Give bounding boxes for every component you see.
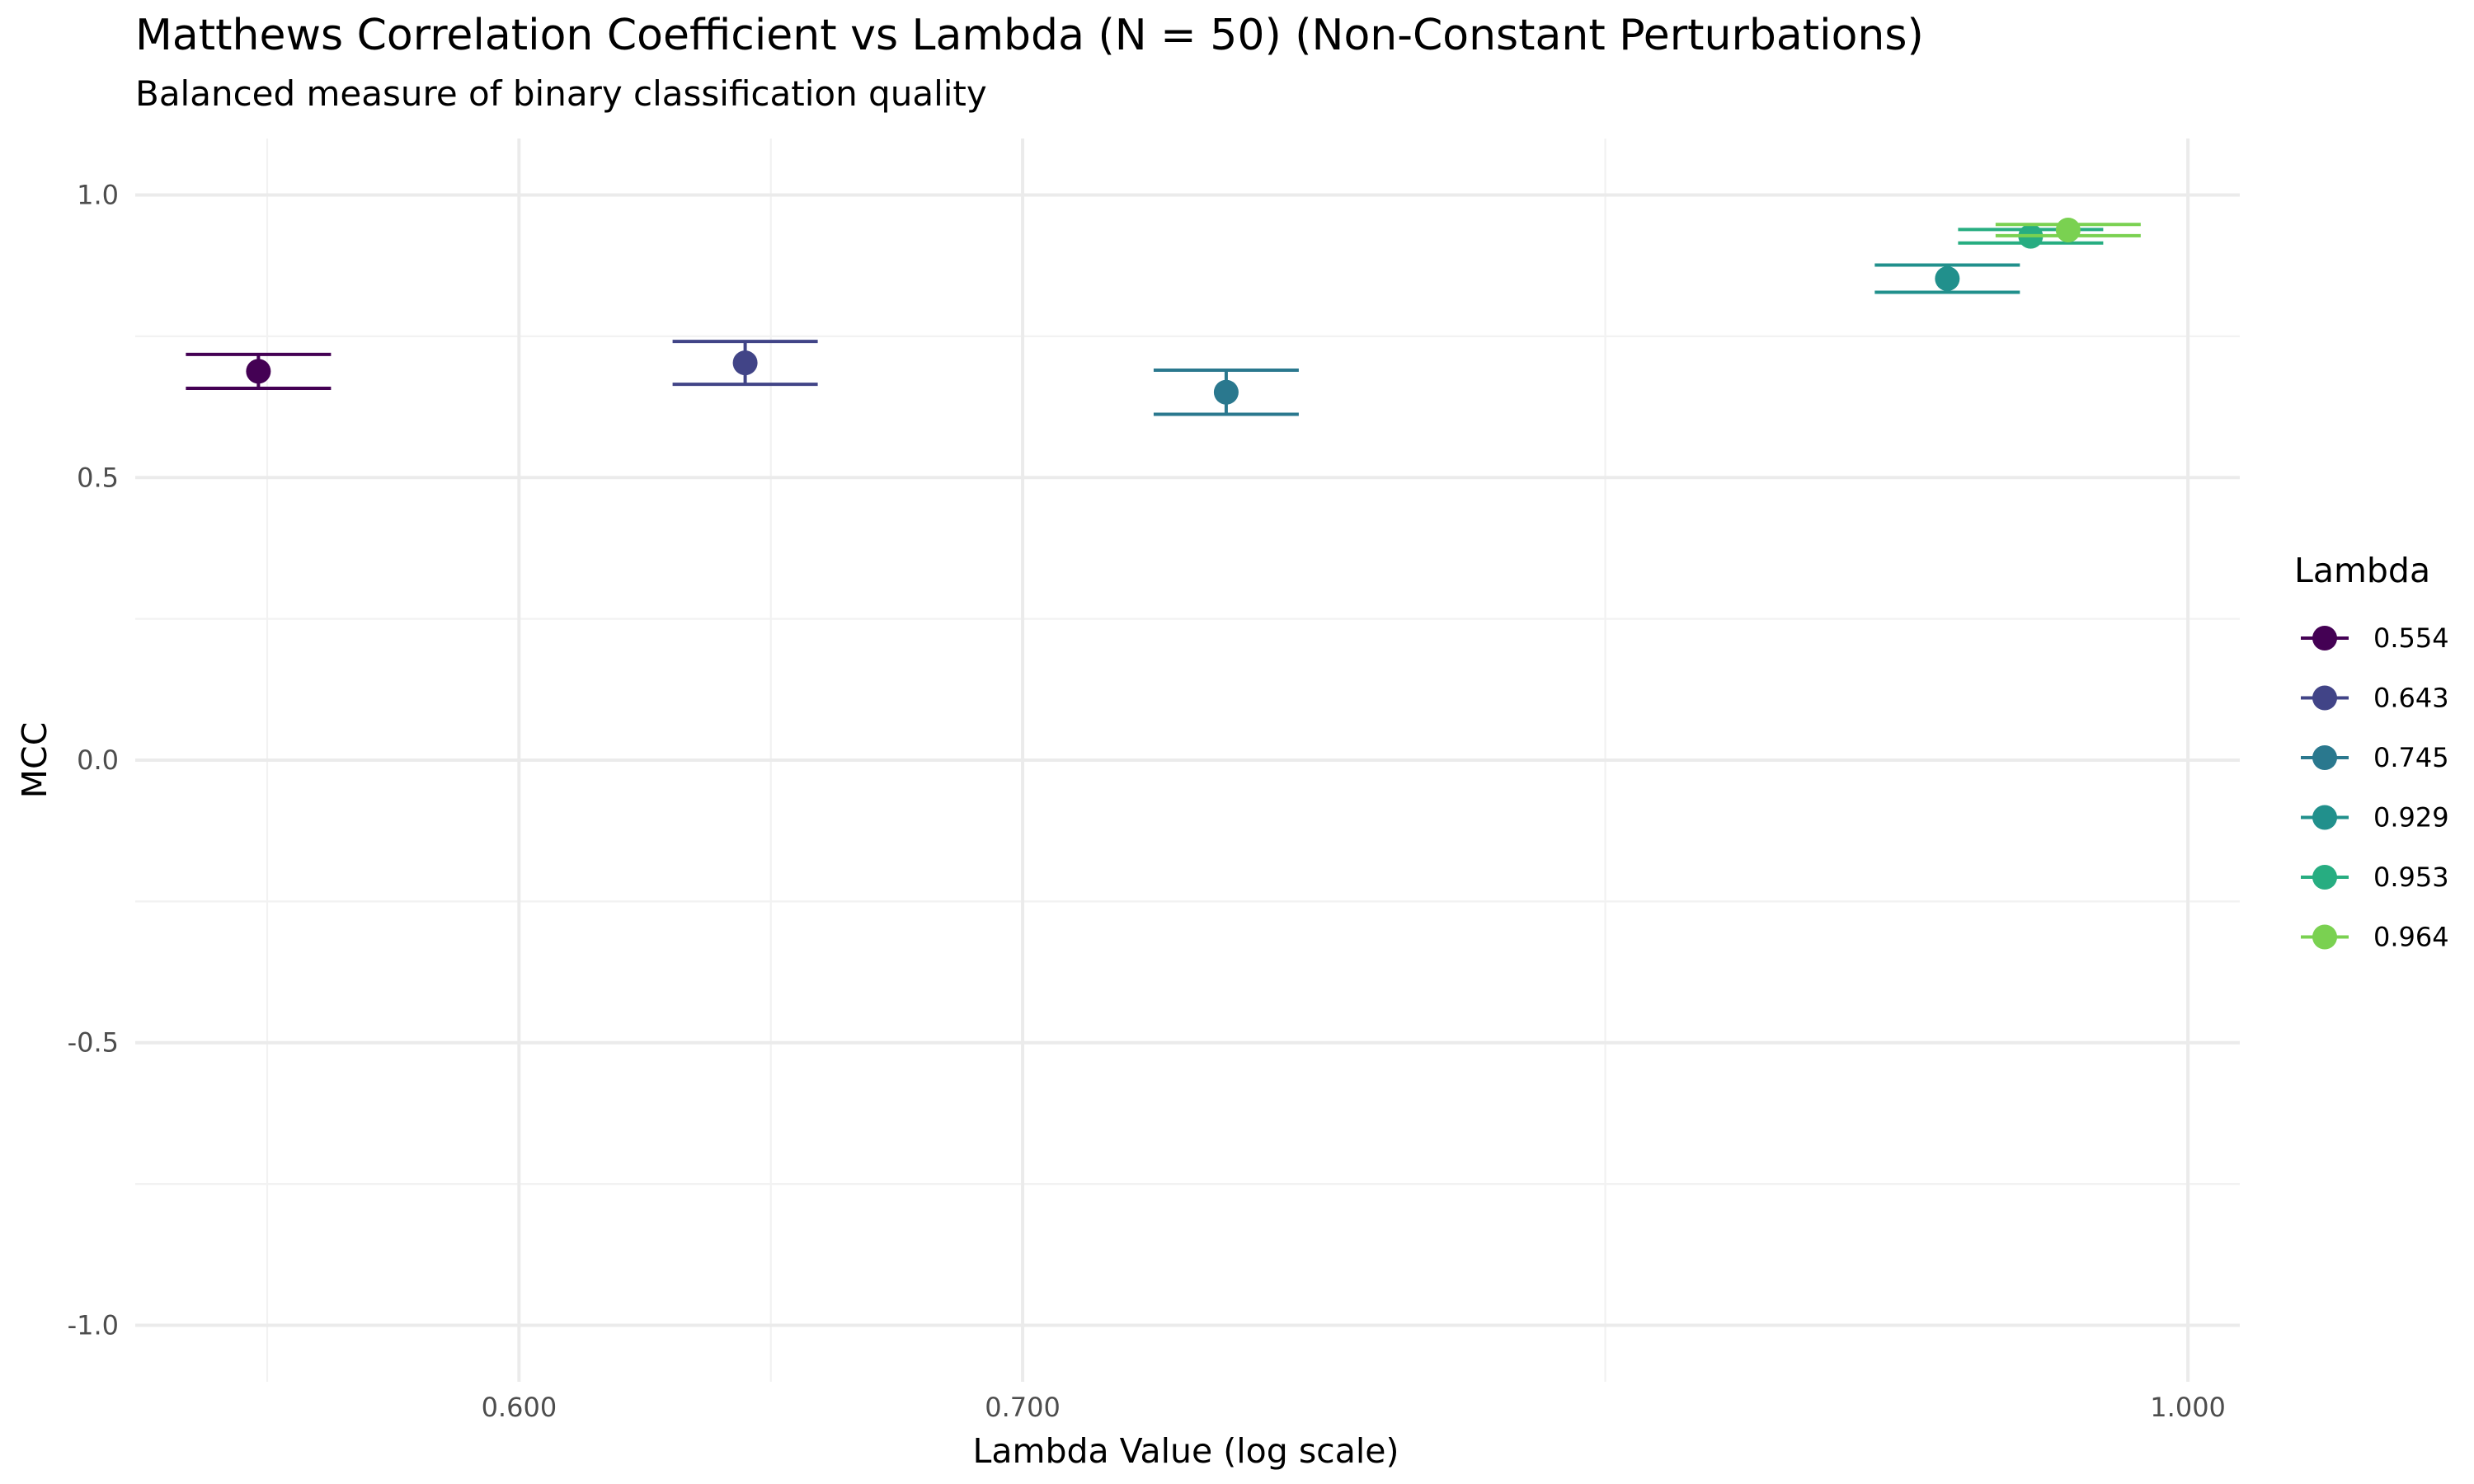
chart-title: Matthews Correlation Coefficient vs Lamb…	[135, 11, 1924, 60]
data-point	[2055, 218, 2081, 243]
legend-label: 0.745	[2373, 742, 2449, 773]
legend-item: 0.554	[2301, 622, 2449, 654]
legend-item: 0.643	[2301, 683, 2449, 714]
y-tick-label: -1.0	[68, 1309, 119, 1341]
series-0-554	[186, 352, 332, 390]
data-point	[246, 359, 271, 384]
legend-label: 0.554	[2373, 622, 2449, 654]
data-point	[1935, 265, 1960, 291]
legend-key-point	[2312, 626, 2337, 650]
legend-item: 0.964	[2301, 922, 2449, 953]
legend: Lambda 0.554 0.643 0.745 0.929 0.953 0.964	[2294, 551, 2449, 953]
series-0-929	[1874, 263, 2020, 294]
chart-subtitle: Balanced measure of binary classificatio…	[135, 73, 987, 114]
y-tick-label: -0.5	[68, 1027, 119, 1059]
legend-item: 0.929	[2301, 802, 2449, 834]
x-tick-label: 0.600	[482, 1392, 557, 1423]
y-tick-label: 0.0	[77, 744, 119, 776]
legend-label: 0.643	[2373, 683, 2449, 714]
legend-key-point	[2312, 924, 2337, 950]
legend-label: 0.964	[2373, 922, 2449, 953]
legend-key-point	[2312, 865, 2337, 890]
data-point	[1213, 379, 1239, 405]
y-tick-label: 1.0	[77, 180, 119, 211]
series-0-643	[672, 340, 818, 387]
legend-key-point	[2312, 745, 2337, 770]
data-point	[732, 350, 758, 376]
series-0-745	[1153, 369, 1299, 416]
legend-label: 0.953	[2373, 862, 2449, 893]
x-tick-label: 1.000	[2150, 1392, 2226, 1423]
axis-ticks: 0.600 0.700 1.000 1.0 0.5 0.0 -0.5 -1.0	[68, 180, 2226, 1423]
legend-items: 0.554 0.643 0.745 0.929 0.953 0.964	[2301, 622, 2449, 953]
legend-item: 0.953	[2301, 862, 2449, 893]
legend-key-point	[2312, 685, 2337, 711]
legend-key-point	[2312, 805, 2337, 830]
legend-title: Lambda	[2294, 551, 2430, 590]
x-axis-title: Lambda Value (log scale)	[973, 1431, 1399, 1471]
data-marks	[186, 218, 2141, 416]
grid-lines	[135, 139, 2240, 1382]
x-tick-label: 0.700	[985, 1392, 1061, 1423]
legend-label: 0.929	[2373, 802, 2449, 834]
y-tick-label: 0.5	[77, 462, 119, 493]
y-axis-title: MCC	[15, 722, 54, 799]
legend-item: 0.745	[2301, 742, 2449, 773]
series-0-964	[1995, 218, 2141, 243]
